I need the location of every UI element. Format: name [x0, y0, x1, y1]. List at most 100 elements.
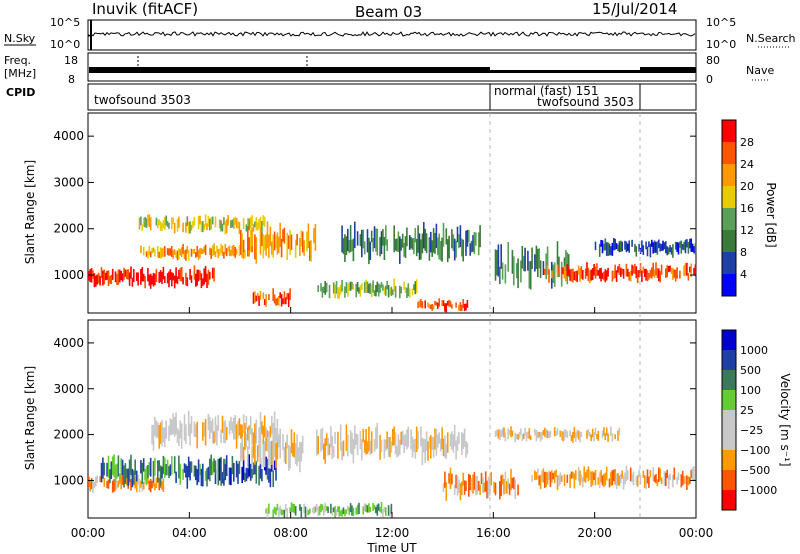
heatmap-cell [413, 284, 415, 291]
heatmap-cell [383, 507, 386, 513]
heatmap-cell [359, 285, 362, 297]
heatmap-cell [368, 503, 370, 513]
heatmap-cell [142, 458, 145, 472]
heatmap-cell [261, 221, 263, 235]
heatmap-cell [159, 270, 162, 283]
heatmap-cell [359, 234, 362, 247]
heatmap-cell [577, 430, 580, 440]
heatmap-cell [625, 263, 628, 277]
heatmap-cell [242, 250, 245, 259]
heatmap-cell [577, 466, 580, 482]
heatmap-cell [248, 237, 250, 251]
heatmap-cell [627, 268, 629, 277]
heatmap-cell [306, 231, 308, 252]
heatmap-cell [421, 437, 424, 466]
heatmap-cell [186, 216, 189, 226]
heatmap-cell [586, 469, 588, 478]
heatmap-cell [242, 218, 245, 230]
heatmap-cell [165, 420, 167, 439]
heatmap-cell [379, 507, 381, 512]
heatmap-cell [569, 269, 571, 281]
heatmap-cell [618, 263, 621, 275]
heatmap-cell [501, 474, 504, 485]
heatmap-cell [542, 430, 545, 436]
heatmap-cell [204, 266, 207, 283]
heatmap-cell [119, 473, 121, 484]
heatmap-cell [591, 428, 594, 438]
heatmap-cell [693, 267, 695, 275]
heatmap-cell [231, 455, 234, 475]
heatmap-cell [275, 235, 277, 248]
heatmap-cell [183, 414, 186, 441]
heatmap-cell [608, 243, 611, 256]
heatmap-cell [679, 241, 681, 248]
heatmap-cell [385, 507, 387, 516]
heatmap-cell [542, 468, 545, 483]
heatmap-cell [140, 480, 142, 488]
heatmap-cell [573, 426, 576, 439]
heatmap-cell [390, 440, 393, 453]
heatmap-cell [361, 283, 363, 290]
power-y-axis: 1000 2000 3000 4000 [53, 129, 696, 282]
heatmap-cell [508, 483, 511, 495]
heatmap-cell [496, 250, 498, 276]
heatmap-cell [224, 221, 227, 235]
heatmap-cell [318, 505, 321, 516]
heatmap-cell [521, 434, 524, 441]
heatmap-cell [466, 229, 469, 247]
heatmap-cell [272, 234, 274, 258]
heatmap-cell [225, 219, 228, 234]
heatmap-cell [404, 236, 407, 258]
heatmap-cell [517, 484, 519, 496]
heatmap-cell [566, 431, 569, 438]
velocity-colorbar: 1000 500 100 25 −25 −100 −500 −1000 [721, 329, 777, 511]
heatmap-cell [652, 242, 654, 254]
heatmap-cell [265, 508, 267, 514]
heatmap-cell [632, 265, 635, 274]
heatmap-cell [178, 455, 180, 479]
heatmap-cell [651, 267, 653, 279]
heatmap-cell [425, 431, 428, 451]
heatmap-cell [271, 460, 273, 472]
heatmap-cell [301, 435, 304, 454]
heatmap-cell [261, 469, 263, 482]
heatmap-cell [362, 428, 364, 443]
heatmap-cell [569, 430, 571, 437]
heatmap-cell [310, 240, 312, 262]
heatmap-cell [283, 446, 286, 463]
heatmap-cell [645, 241, 647, 250]
heatmap-cell [169, 248, 172, 256]
heatmap-cell [247, 226, 249, 248]
heatmap-cell [221, 415, 224, 433]
heatmap-cell [537, 248, 539, 277]
heatmap-cell [396, 238, 398, 252]
heatmap-cell [111, 456, 114, 476]
heatmap-cell [210, 217, 212, 230]
heatmap-cell [663, 242, 666, 250]
heatmap-cell [461, 238, 463, 257]
heatmap-cell [562, 431, 564, 442]
heatmap-cell [159, 247, 162, 259]
heatmap-cell [151, 275, 153, 285]
heatmap-cell [631, 239, 633, 247]
heatmap-cell [430, 231, 432, 253]
heatmap-cell [417, 431, 419, 449]
heatmap-cell [241, 424, 243, 440]
heatmap-cell [596, 263, 598, 276]
heatmap-cell [189, 221, 191, 234]
y-tick-label: 3000 [53, 382, 84, 396]
heatmap-cell [600, 470, 602, 483]
heatmap-cell [203, 246, 205, 253]
heatmap-cell [186, 245, 189, 254]
heatmap-cell [331, 507, 334, 516]
heatmap-cell [538, 431, 540, 438]
heatmap-cell [620, 240, 622, 252]
heatmap-cell [152, 460, 155, 483]
heatmap-cell [259, 432, 262, 465]
heatmap-cell [503, 479, 505, 495]
heatmap-cell [573, 473, 576, 489]
heatmap-cell [107, 270, 110, 286]
heatmap-cell [341, 225, 343, 253]
colorbar-tick-label: 28 [740, 136, 754, 149]
heatmap-cell [376, 422, 379, 449]
